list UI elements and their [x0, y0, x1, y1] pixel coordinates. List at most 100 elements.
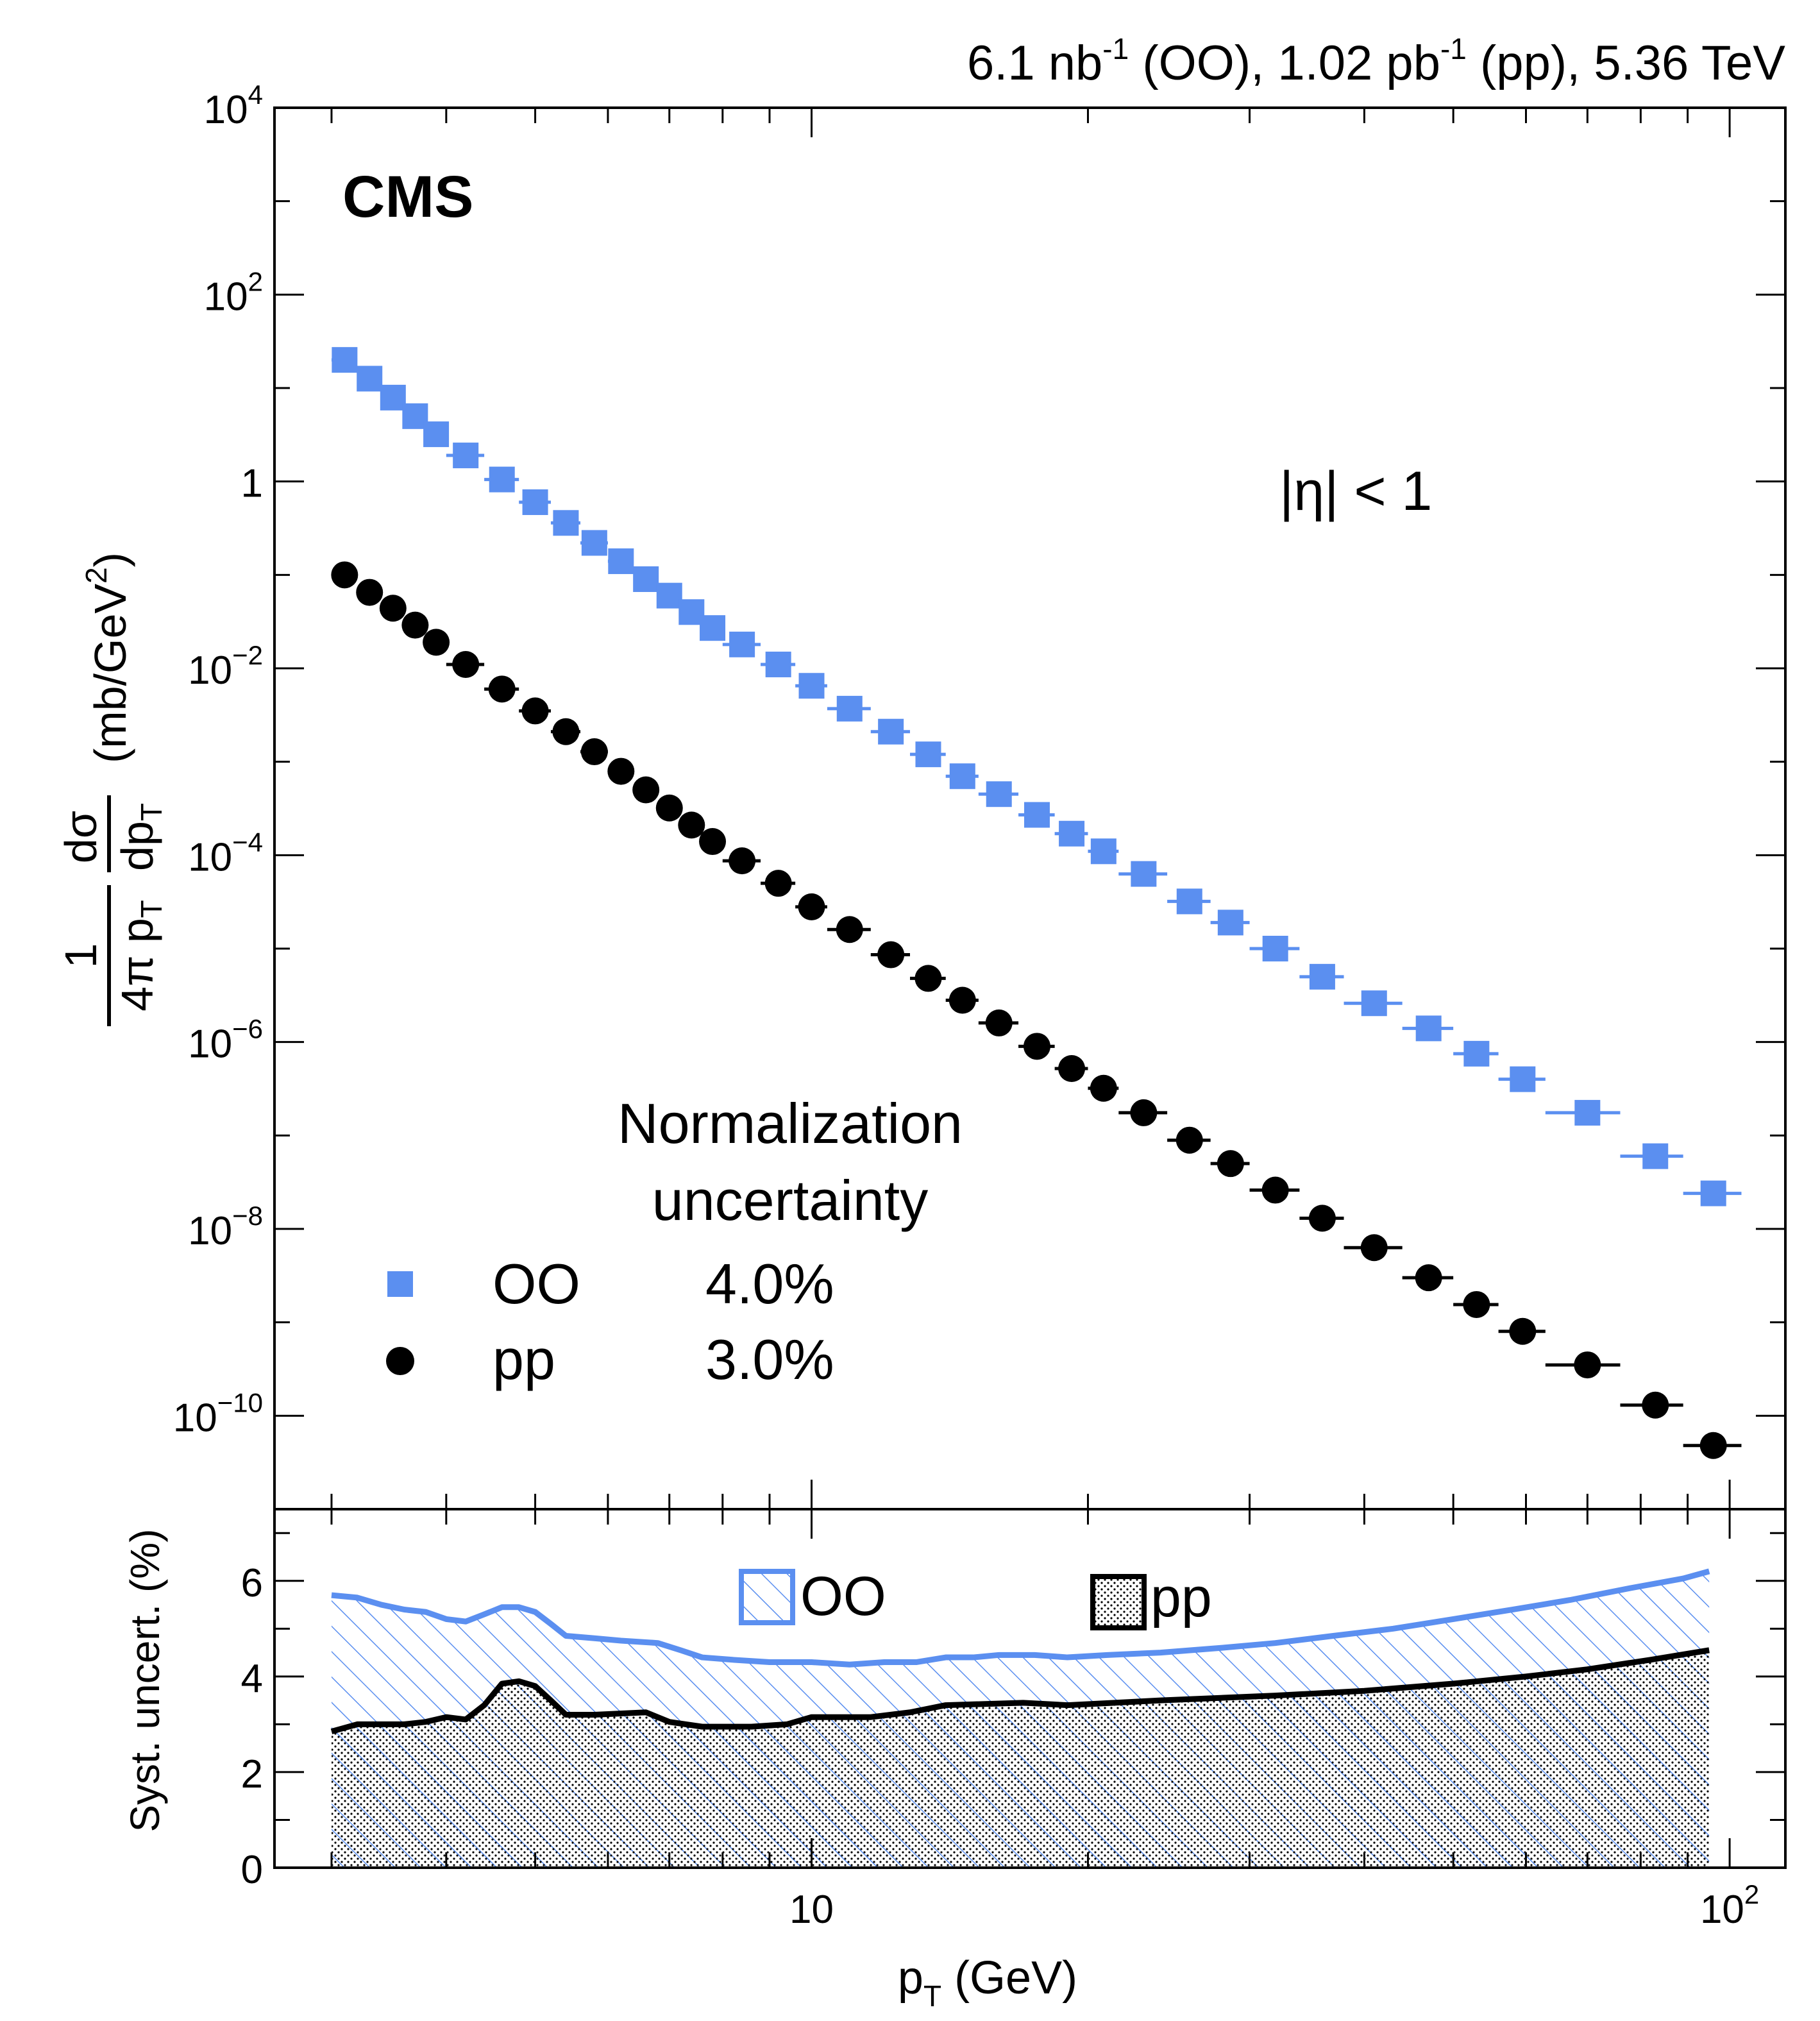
pp-data-point	[1699, 1432, 1727, 1459]
svg-text:dσ: dσ	[56, 811, 106, 863]
pp-data-point	[1308, 1205, 1336, 1232]
oo-data-point	[1642, 1143, 1669, 1169]
pp-data-point	[488, 675, 516, 703]
oo-data-point	[949, 763, 975, 790]
pp-data-point	[729, 847, 756, 875]
lower-ytick-label: 4	[241, 1657, 263, 1701]
upper-ytick-label: 1	[241, 462, 263, 506]
lower-ytick-label: 0	[241, 1848, 263, 1892]
pp-data-point	[379, 595, 407, 622]
oo-data-point	[1176, 888, 1202, 915]
x-tick-labels: 10 102	[789, 1879, 1759, 1932]
pp-data-point	[1360, 1234, 1388, 1262]
legend-pp-name: pp	[493, 1328, 555, 1391]
oo-data-point	[878, 718, 904, 745]
lower-legend-oo-swatch	[739, 1569, 795, 1625]
pp-data-point	[521, 697, 549, 725]
xtick-label: 102	[1700, 1879, 1759, 1932]
pp-data-point	[699, 828, 727, 856]
pp-data-point	[632, 776, 660, 804]
experiment-label: CMS	[342, 164, 473, 230]
oo-data-point	[1463, 1040, 1490, 1067]
pp-data-point	[1023, 1033, 1050, 1060]
upper-data-points	[331, 347, 1742, 1459]
oo-data-point	[986, 781, 1012, 808]
pp-data-point	[798, 893, 825, 920]
pp-data-point	[1415, 1264, 1442, 1292]
pp-data-point	[401, 611, 429, 639]
svg-text:(mb/GeV2): (mb/GeV2)	[80, 552, 135, 763]
upper-ytick-label: 10−2	[188, 640, 263, 693]
svg-text:4π pT: 4π pT	[112, 900, 168, 1011]
pp-data-point	[1130, 1099, 1158, 1126]
pp-data-point	[836, 916, 863, 943]
x-axis-title: pT (GeV)	[898, 1952, 1077, 2013]
oo-syst-line	[331, 1568, 1710, 1668]
upper-axis-ticks	[274, 106, 1785, 1510]
pp-data-point	[877, 941, 905, 968]
pp-data-point	[1175, 1126, 1203, 1154]
upper-y-axis-title: 1 4π pT dσ dpT (mb/GeV2)	[56, 552, 168, 1026]
oo-data-point	[915, 741, 941, 768]
oo-data-point	[453, 443, 479, 469]
lower-legend-pp-swatch	[1090, 1574, 1147, 1630]
oo-data-point	[380, 384, 406, 410]
oo-data-point	[1217, 909, 1243, 936]
oo-data-point	[836, 695, 863, 722]
oo-data-point	[1415, 1015, 1442, 1042]
upper-ytick-label: 10−6	[188, 1014, 263, 1067]
oo-data-point	[522, 489, 548, 515]
oo-data-point	[581, 530, 607, 556]
legend-oo-norm: 4.0%	[705, 1252, 834, 1315]
oo-data-point	[1361, 990, 1387, 1017]
oo-data-point	[1309, 963, 1335, 990]
lower-legend-pp-label: pp	[1150, 1567, 1212, 1628]
oo-data-point	[633, 566, 659, 592]
upper-ytick-label: 10−4	[188, 827, 263, 879]
pp-data-point	[1574, 1351, 1601, 1379]
pp-syst-line	[330, 1647, 1710, 1734]
oo-data-point	[729, 631, 755, 657]
upper-ytick-label: 10−10	[173, 1387, 263, 1440]
pp-data-point	[331, 561, 358, 589]
pp-syst-band	[331, 1650, 1710, 1868]
lower-legend-oo-label: OO	[800, 1566, 886, 1627]
pp-data-point	[423, 629, 450, 656]
upper-y-tick-labels: 10−10 10−8 10−6 10−4 10−2 1 102 104	[173, 80, 263, 1440]
pp-data-point	[356, 579, 383, 606]
pp-data-point	[1058, 1055, 1086, 1083]
pp-data-point	[1509, 1317, 1537, 1345]
legend-pp-norm: 3.0%	[705, 1328, 834, 1391]
svg-text:1: 1	[56, 943, 106, 968]
pp-data-point	[948, 986, 976, 1014]
oo-data-point	[1024, 802, 1050, 828]
upper-ytick-label: 10−8	[188, 1201, 263, 1253]
upper-ytick-label: 102	[204, 266, 263, 319]
lower-y-tick-labels: 0 2 4 6	[241, 1561, 263, 1892]
pp-data-point	[1217, 1150, 1244, 1178]
lower-y-axis-title: Syst. uncert. (%)	[122, 1529, 168, 1832]
oo-data-point	[357, 366, 383, 392]
lower-plot-frame	[273, 1508, 1787, 1869]
ylabel-fraction: 1	[56, 943, 106, 968]
oo-data-point	[608, 548, 634, 575]
lower-ytick-label: 2	[241, 1752, 263, 1797]
lower-panel: 0 2 4 6 10 102 OO pp Syst. uncert. (%)	[122, 1508, 1787, 1932]
pp-data-point	[655, 794, 683, 822]
pp-data-point	[1642, 1391, 1669, 1419]
legend-oo-name: OO	[493, 1252, 580, 1315]
oo-data-point	[1510, 1066, 1536, 1092]
oo-data-point	[553, 510, 579, 536]
svg-text:dpT: dpT	[112, 803, 168, 871]
legend-oo-marker	[387, 1271, 413, 1297]
pp-data-point	[678, 811, 705, 839]
pp-data-point	[1090, 1074, 1117, 1102]
oo-data-point	[332, 347, 358, 373]
lower-axis-ticks	[274, 1509, 1785, 1869]
pp-data-point	[914, 965, 942, 992]
oo-data-point	[1059, 820, 1085, 847]
eta-cut-label: |η| < 1	[1279, 461, 1432, 522]
oo-data-point	[423, 421, 450, 448]
oo-data-point	[765, 651, 791, 677]
